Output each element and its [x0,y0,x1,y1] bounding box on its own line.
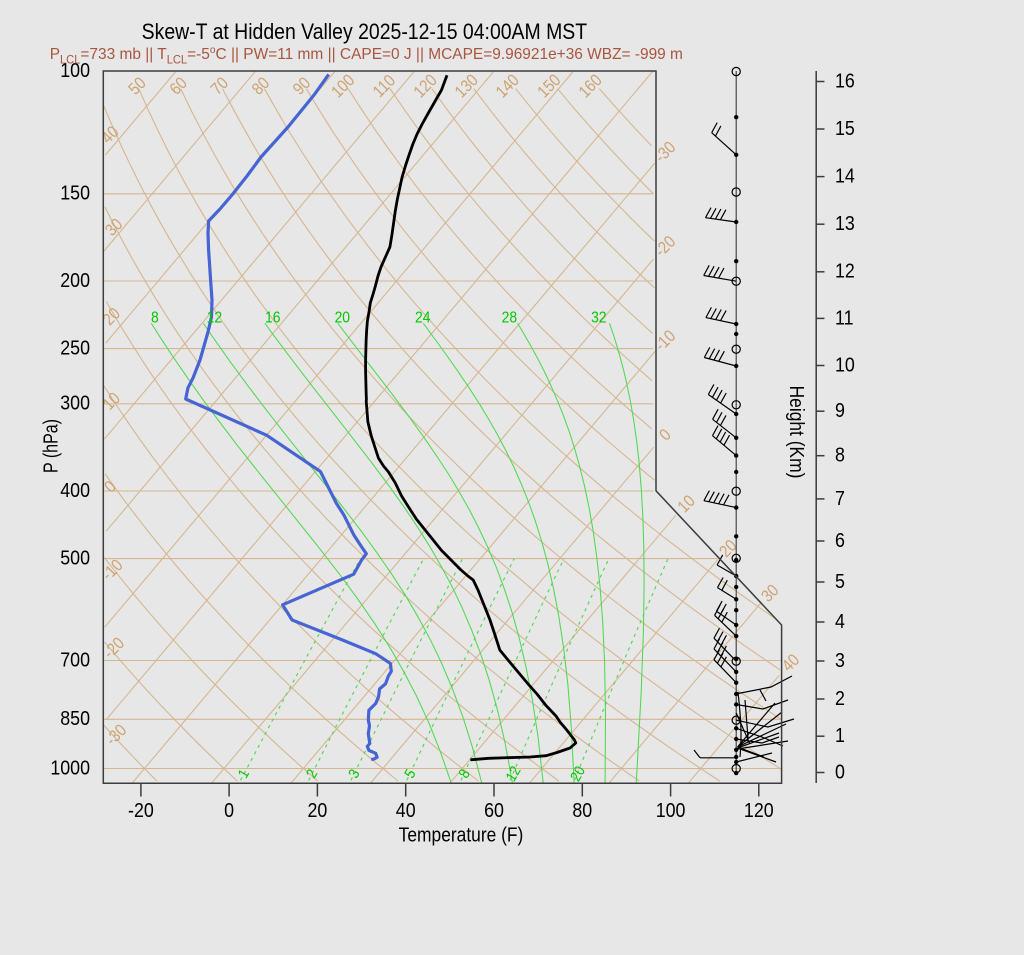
svg-text:PLCL=733 mb || TLCL=-5oC || PW: PLCL=733 mb || TLCL=-5oC || PW=11 mm || … [50,45,683,67]
svg-text:60: 60 [484,800,504,822]
svg-text:7: 7 [835,488,845,510]
svg-text:9: 9 [835,400,845,422]
svg-text:20: 20 [335,308,350,326]
svg-text:10: 10 [835,354,855,376]
svg-text:8: 8 [835,444,845,466]
svg-text:16: 16 [265,308,280,326]
svg-text:250: 250 [60,337,90,359]
svg-text:28: 28 [502,308,517,326]
svg-text:15: 15 [835,118,855,140]
svg-text:11: 11 [835,307,854,329]
svg-text:0: 0 [224,800,234,822]
svg-text:1: 1 [835,725,845,747]
svg-text:100: 100 [656,800,686,822]
svg-text:12: 12 [835,261,855,283]
svg-text:Temperature (F): Temperature (F) [399,823,524,845]
svg-text:6: 6 [835,530,845,552]
svg-text:P (hPa): P (hPa) [40,419,62,473]
svg-text:300: 300 [60,393,90,415]
svg-text:1000: 1000 [50,757,90,779]
svg-text:100: 100 [60,60,90,82]
svg-text:Height (Km): Height (Km) [786,386,808,479]
svg-text:13: 13 [835,213,855,235]
svg-text:40: 40 [396,800,416,822]
svg-text:3: 3 [835,650,845,672]
svg-text:16: 16 [835,70,855,92]
svg-text:500: 500 [60,547,90,569]
svg-text:24: 24 [415,308,430,326]
svg-text:8: 8 [151,308,159,326]
svg-text:4: 4 [835,611,845,633]
svg-text:400: 400 [60,480,90,502]
svg-text:850: 850 [60,708,90,730]
svg-text:200: 200 [60,270,90,292]
svg-text:80: 80 [572,800,592,822]
svg-text:20: 20 [307,800,327,822]
svg-text:Skew-T at Hidden Valley 2025-1: Skew-T at Hidden Valley 2025-12-15 04:00… [142,20,588,45]
svg-text:700: 700 [60,649,90,671]
svg-text:5: 5 [835,571,845,593]
svg-text:0: 0 [835,761,845,783]
svg-text:2: 2 [835,688,845,710]
svg-text:120: 120 [744,800,774,822]
svg-text:14: 14 [835,165,855,187]
svg-text:32: 32 [591,308,606,326]
svg-text:12: 12 [207,308,222,326]
svg-text:150: 150 [60,183,90,205]
svg-text:-20: -20 [128,800,154,822]
